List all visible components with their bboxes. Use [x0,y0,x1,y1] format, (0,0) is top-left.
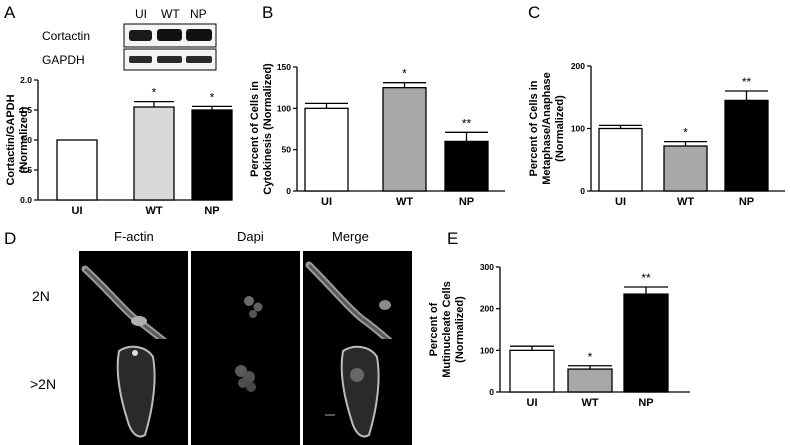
panel-e-bar-ui [509,349,555,393]
panel-e-bar-wt [567,368,613,393]
panel-b-ylabel-line-1: Cytokinesis (Normalized) [262,63,274,195]
panel-a-bar-wt [133,106,175,201]
micro-row-2n: 2N [32,288,50,304]
blot-band-gapdh: GAPDH [42,53,85,67]
panel-a-ylabel-line-0: Cortactin/GAPDH [5,94,17,185]
panel-letter-d: D [4,229,17,248]
panel-a-bar-np [191,109,233,201]
panel-e-xtick-np: NP [638,397,653,409]
blot-gapdh-band-wt [157,56,182,63]
panel-b-ytick-label-3: 150 [277,62,291,72]
panel-b-ytick-label-0: 0 [286,186,291,196]
panel-e-xtick-ui: UI [527,397,538,409]
panel-c-sig-1: * [683,126,688,140]
panel-a-xtick-wt: WT [145,205,162,217]
panel-letter-e: E [447,229,459,248]
panel-e-ylabel-line-2: (Normalized) [454,296,466,363]
panel-a-xtick-ui: UI [72,205,83,217]
panel-b-xtick-np: NP [459,196,474,208]
micro-col-merge: Merge [332,229,369,244]
panel-c-ylabel-line-2: (Normalized) [554,95,566,162]
blot-lane-np: NP [190,7,207,21]
panel-b-ytick-label-2: 100 [277,103,291,113]
panel-e-sig-2: ** [641,271,651,285]
panel-c-ytick-label-0: 0 [580,186,585,196]
panel-a-xtick-np: NP [204,205,219,217]
panel-b-bar-wt [382,87,427,192]
panel-c-xtick-ui: UI [615,196,626,208]
panel-c-bar-np [724,99,769,192]
panel-a-ytick-label-2: 1.0 [20,135,32,145]
panel-e-sig-1: * [588,350,593,364]
panel-b-xtick-ui: UI [321,196,332,208]
western-blot [123,23,217,71]
panel-b-sig-1: * [402,67,407,81]
micro-row-gt2n: >2N [30,376,57,392]
panel-c-ytick-label-2: 200 [571,61,585,71]
panel-b-bar-np [444,140,489,192]
micro-gt2n-merge [303,339,412,445]
blot-gapdh-band-np [186,56,212,63]
panel-a-ytick-label-3: 1.5 [20,105,32,115]
panel-c-xtick-wt: WT [677,196,694,208]
panel-a-ytick-label-1: 0.5 [20,165,32,175]
micro-col-factin: F-actin [114,229,154,244]
panel-letter-c: C [528,3,541,22]
micro-col-dapi: Dapi [237,229,264,244]
panel-b-ytick-label-1: 50 [282,145,292,155]
panel-c-xtick-np: NP [739,196,754,208]
panel-c-ytick-label-1: 100 [571,124,585,134]
panel-e-ytick-label-2: 200 [480,304,494,314]
panel-e-bar-np [623,293,669,393]
panel-e-ylabel-line-1: Mutinucleate Cells [441,281,453,378]
panel-e-ytick-label-3: 300 [480,262,494,272]
panel-a-ytick-label-0: 0.0 [20,195,32,205]
blot-cortactin-band-np [186,29,212,41]
panel-c-sig-2: ** [742,75,752,89]
panel-b-xtick-wt: WT [396,196,413,208]
blot-lane-wt: WT [161,7,180,21]
panel-a-sig-2: * [210,90,215,104]
blot-gapdh-band-ui [129,56,152,63]
panel-c-bar-wt [663,145,708,192]
panel-c-ylabel-line-0: Percent of Cells in [528,80,540,176]
panel-e-ytick-label-0: 0 [489,387,494,397]
panel-letter-a: A [4,3,16,22]
panel-b-ylabel-line-0: Percent of Cells in [249,81,261,177]
blot-band-cortactin: Cortactin [42,29,91,43]
panel-e-ylabel-line-0: Percent of [428,302,440,356]
blot-cortactin-band-wt [157,29,182,41]
panel-e-ytick-label-1: 100 [480,345,494,355]
micro-gt2n-factin [79,339,188,445]
blot-lane-ui: UI [135,7,147,21]
panel-e-xtick-wt: WT [581,397,598,409]
panel-c-ylabel-line-1: Metaphase/Anaphase [541,72,553,184]
panel-a-sig-1: * [152,86,157,100]
panel-c-bar-ui [598,127,643,192]
figure: A B C D E UI WT NP Cortactin GAPDH 0.0 0.… [4,3,785,445]
panel-a-bar-ui [56,139,98,201]
panel-b-sig-2: ** [462,116,472,130]
micro-gt2n-dapi [191,339,300,445]
blot-cortactin-band-ui [129,30,152,41]
panel-a-ytick-label-4: 2.0 [20,75,32,85]
panel-a-ylabel-line-1: (Normalized) [18,106,30,173]
panel-letter-b: B [262,3,274,22]
panel-b-bar-ui [304,107,349,192]
